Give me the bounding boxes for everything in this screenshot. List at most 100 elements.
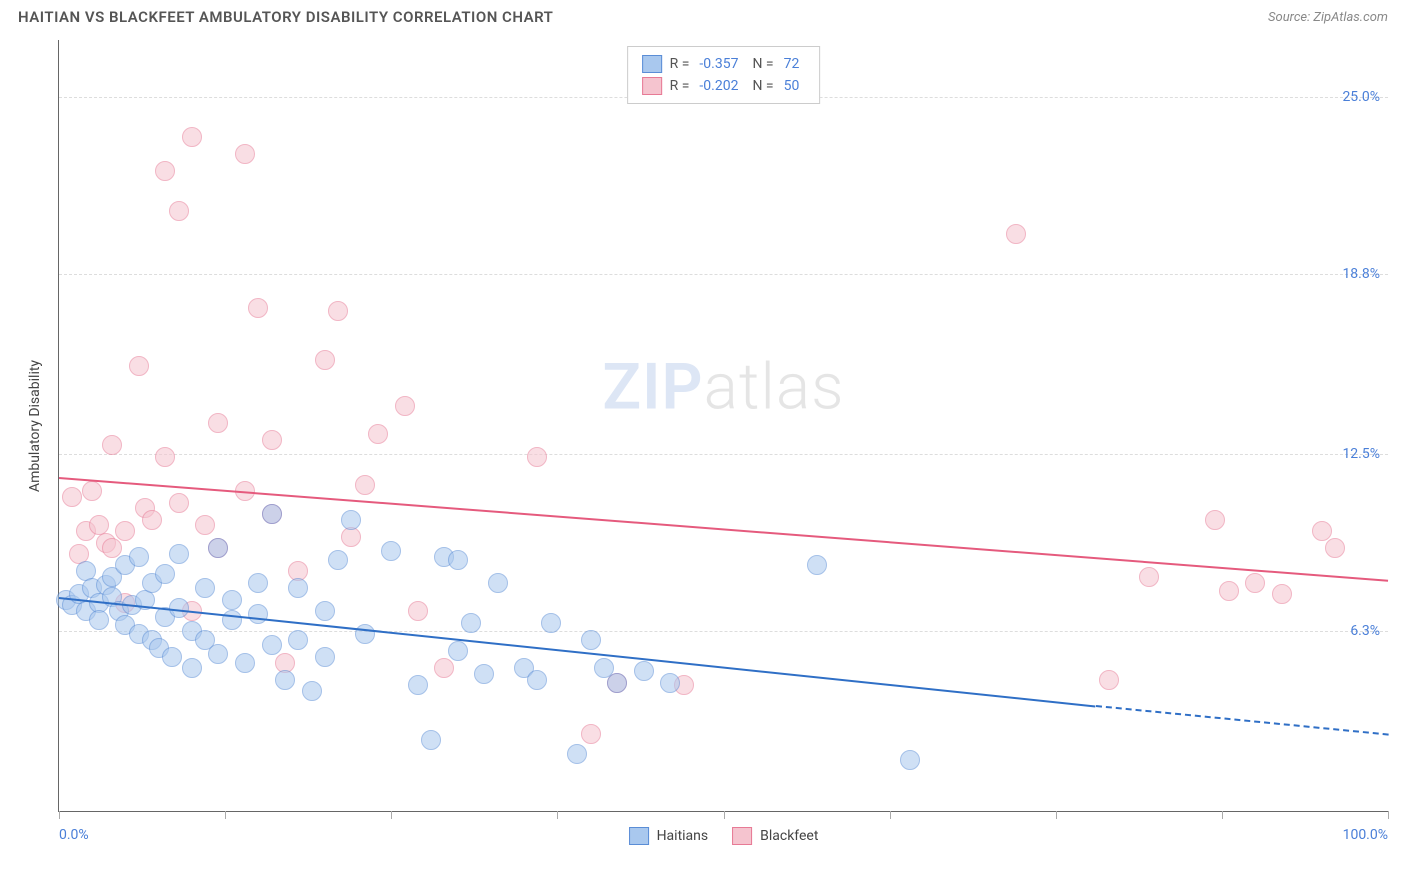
x-axis-max-label: 100.0% bbox=[1343, 827, 1388, 843]
scatter-point bbox=[102, 435, 122, 455]
scatter-point bbox=[581, 724, 601, 744]
y-tick-label: 18.8% bbox=[1342, 266, 1380, 282]
scatter-point bbox=[235, 653, 255, 673]
x-tick bbox=[1222, 811, 1223, 819]
x-tick bbox=[1388, 811, 1389, 819]
watermark: ZIPatlas bbox=[602, 349, 844, 424]
scatter-point bbox=[262, 430, 282, 450]
x-tick bbox=[557, 811, 558, 819]
scatter-point bbox=[434, 658, 454, 678]
r-label: R = bbox=[670, 56, 690, 72]
scatter-point bbox=[248, 604, 268, 624]
swatch-haitians bbox=[629, 827, 649, 845]
scatter-point bbox=[208, 538, 228, 558]
scatter-point bbox=[581, 630, 601, 650]
scatter-point bbox=[102, 538, 122, 558]
trend-line bbox=[59, 477, 1388, 582]
x-tick bbox=[724, 811, 725, 819]
scatter-point bbox=[235, 144, 255, 164]
x-tick bbox=[890, 811, 891, 819]
legend-label-haitians: Haitians bbox=[657, 828, 709, 844]
scatter-point bbox=[607, 673, 627, 693]
scatter-point bbox=[900, 750, 920, 770]
scatter-point bbox=[162, 647, 182, 667]
r-value-haitians: -0.357 bbox=[699, 56, 738, 72]
series-legend: Haitians Blackfeet bbox=[629, 827, 819, 845]
scatter-point bbox=[328, 550, 348, 570]
scatter-point bbox=[222, 610, 242, 630]
scatter-point bbox=[341, 510, 361, 530]
scatter-point bbox=[408, 675, 428, 695]
scatter-point bbox=[129, 547, 149, 567]
scatter-point bbox=[341, 527, 361, 547]
legend-row-haitians: R = -0.357 N = 72 bbox=[642, 53, 806, 75]
plot-area: Ambulatory Disability ZIPatlas R = -0.35… bbox=[58, 40, 1388, 812]
scatter-point bbox=[195, 578, 215, 598]
scatter-point bbox=[195, 515, 215, 535]
scatter-point bbox=[129, 356, 149, 376]
scatter-point bbox=[275, 670, 295, 690]
scatter-point bbox=[1219, 581, 1239, 601]
scatter-point bbox=[315, 350, 335, 370]
legend-item-blackfeet: Blackfeet bbox=[732, 827, 818, 845]
scatter-point bbox=[488, 573, 508, 593]
scatter-point bbox=[1205, 510, 1225, 530]
scatter-point bbox=[315, 601, 335, 621]
grid-line bbox=[59, 274, 1388, 275]
legend-item-haitians: Haitians bbox=[629, 827, 709, 845]
scatter-point bbox=[62, 487, 82, 507]
scatter-point bbox=[1006, 224, 1026, 244]
n-label: N = bbox=[752, 78, 773, 94]
y-tick-label: 12.5% bbox=[1342, 446, 1380, 462]
scatter-point bbox=[541, 613, 561, 633]
legend-row-blackfeet: R = -0.202 N = 50 bbox=[642, 75, 806, 97]
scatter-point bbox=[421, 730, 441, 750]
y-tick-label: 6.3% bbox=[1350, 623, 1380, 639]
scatter-point bbox=[315, 647, 335, 667]
scatter-point bbox=[368, 424, 388, 444]
swatch-blackfeet bbox=[732, 827, 752, 845]
scatter-point bbox=[807, 555, 827, 575]
scatter-point bbox=[1325, 538, 1345, 558]
scatter-point bbox=[115, 521, 135, 541]
scatter-point bbox=[395, 396, 415, 416]
y-axis-title: Ambulatory Disability bbox=[27, 359, 43, 491]
scatter-point bbox=[328, 301, 348, 321]
scatter-point bbox=[355, 624, 375, 644]
scatter-point bbox=[262, 504, 282, 524]
scatter-point bbox=[89, 610, 109, 630]
scatter-point bbox=[567, 744, 587, 764]
scatter-point bbox=[1139, 567, 1159, 587]
scatter-point bbox=[155, 161, 175, 181]
scatter-point bbox=[169, 201, 189, 221]
n-label: N = bbox=[752, 56, 773, 72]
scatter-point bbox=[288, 578, 308, 598]
scatter-point bbox=[208, 644, 228, 664]
swatch-haitians bbox=[642, 55, 662, 73]
scatter-point bbox=[1312, 521, 1332, 541]
y-tick-label: 25.0% bbox=[1342, 89, 1380, 105]
scatter-point bbox=[169, 544, 189, 564]
scatter-point bbox=[448, 550, 468, 570]
x-tick bbox=[59, 811, 60, 819]
grid-line bbox=[59, 454, 1388, 455]
scatter-point bbox=[527, 670, 547, 690]
scatter-point bbox=[1272, 584, 1292, 604]
scatter-point bbox=[222, 590, 242, 610]
trend-line bbox=[1096, 705, 1389, 736]
scatter-point bbox=[262, 635, 282, 655]
n-value-haitians: 72 bbox=[784, 56, 800, 72]
scatter-point bbox=[302, 681, 322, 701]
scatter-point bbox=[448, 641, 468, 661]
x-axis-min-label: 0.0% bbox=[59, 827, 89, 843]
scatter-point bbox=[660, 673, 680, 693]
scatter-point bbox=[527, 447, 547, 467]
scatter-point bbox=[155, 564, 175, 584]
x-tick bbox=[1056, 811, 1057, 819]
n-value-blackfeet: 50 bbox=[784, 78, 800, 94]
legend-label-blackfeet: Blackfeet bbox=[760, 828, 818, 844]
scatter-point bbox=[461, 613, 481, 633]
scatter-point bbox=[1245, 573, 1265, 593]
r-value-blackfeet: -0.202 bbox=[699, 78, 738, 94]
grid-line bbox=[59, 631, 1388, 632]
